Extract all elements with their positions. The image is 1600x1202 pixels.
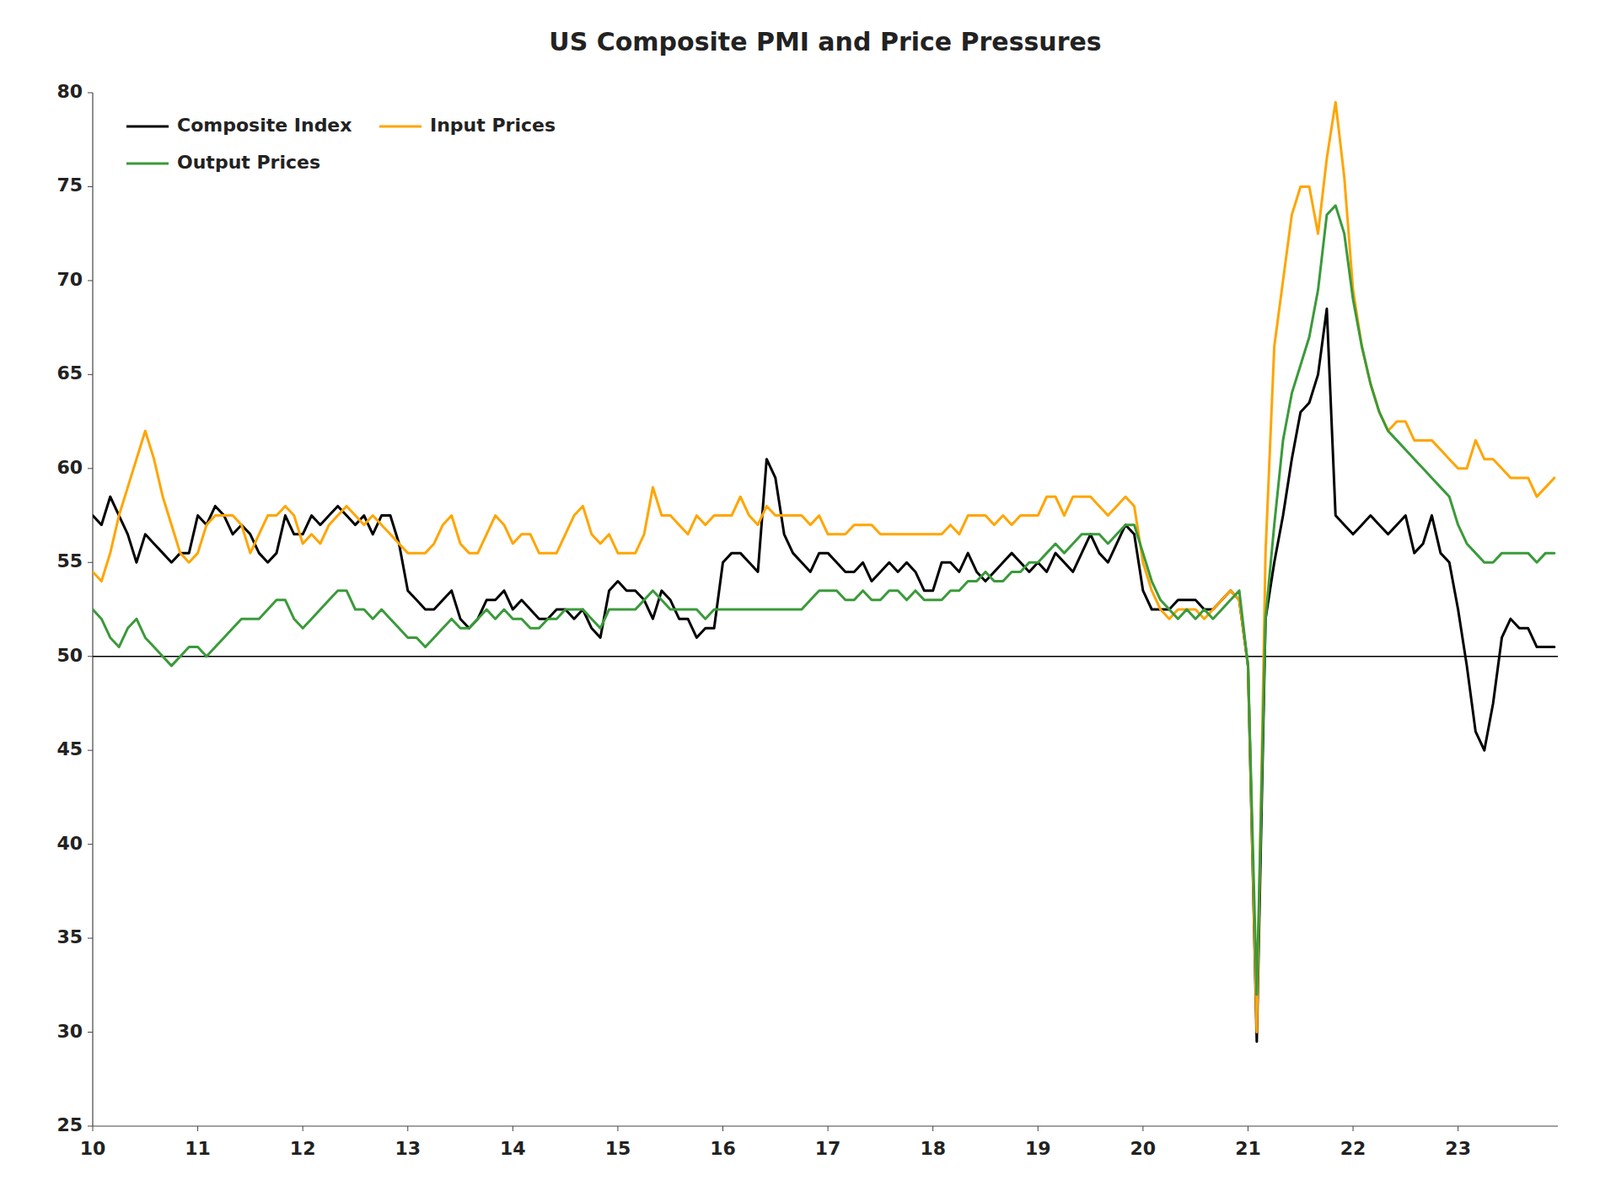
reference-line xyxy=(92,655,1558,658)
legend-swatch xyxy=(126,162,169,166)
x-tick-label: 16 xyxy=(709,1138,736,1160)
y-tick xyxy=(87,655,93,657)
y-tick xyxy=(87,750,93,752)
x-tick-label: 23 xyxy=(1444,1138,1472,1160)
x-tick xyxy=(1457,1126,1459,1132)
x-tick xyxy=(92,1126,94,1132)
plot-area xyxy=(92,102,1558,1042)
x-tick-label: 15 xyxy=(605,1138,632,1160)
y-tick xyxy=(87,467,93,469)
y-tick-label: 75 xyxy=(56,174,83,196)
x-tick xyxy=(302,1126,304,1132)
y-tick xyxy=(87,938,93,940)
legend-label: Input Prices xyxy=(429,114,556,136)
series-line xyxy=(92,205,1555,995)
x-tick xyxy=(1037,1126,1039,1132)
title: US Composite PMI and Price Pressures xyxy=(548,26,1101,57)
x-tick-label: 17 xyxy=(815,1138,842,1160)
x-tick xyxy=(407,1126,409,1132)
x-tick-label: 10 xyxy=(80,1138,107,1160)
x-tick xyxy=(1247,1126,1249,1132)
x-tick xyxy=(197,1126,199,1132)
legend-item: Output Prices xyxy=(126,151,321,173)
y-tick xyxy=(87,1031,93,1033)
x-tick xyxy=(617,1126,618,1132)
x-tick-label: 19 xyxy=(1025,1138,1052,1160)
x-tick xyxy=(722,1126,724,1132)
y-tick-label: 65 xyxy=(56,362,83,384)
y-tick xyxy=(87,843,93,845)
series-line xyxy=(92,102,1555,1032)
x-tick xyxy=(932,1126,934,1132)
y-tick xyxy=(87,562,93,564)
legend-swatch xyxy=(379,125,422,129)
y-tick-label: 30 xyxy=(56,1020,83,1042)
series-line xyxy=(92,308,1555,1042)
axes: 25 30 35 40 45 50 55 60 65 70 75 80 10 11 12 13 14 15 16 17… xyxy=(56,80,1558,1160)
y-tick xyxy=(87,92,93,94)
y-tick-label: 25 xyxy=(56,1114,83,1136)
y-tick-label: 80 xyxy=(56,80,83,103)
y-tick xyxy=(87,186,93,188)
x-tick-label: 11 xyxy=(184,1138,211,1160)
y-tick-label: 60 xyxy=(56,456,83,478)
legend-label: Output Prices xyxy=(177,151,321,173)
y-tick xyxy=(87,1126,93,1128)
x-tick-label: 22 xyxy=(1340,1138,1367,1160)
legend-swatch xyxy=(126,125,169,129)
x-tick-label: 18 xyxy=(919,1138,946,1160)
x-tick-label: 12 xyxy=(289,1138,317,1160)
y-tick-label: 35 xyxy=(56,926,83,948)
y-tick-label: 70 xyxy=(56,268,83,290)
x-tick xyxy=(512,1126,514,1132)
y-tick-label: 45 xyxy=(56,738,83,760)
x-tick-label: 13 xyxy=(394,1138,421,1160)
y-tick-label: 50 xyxy=(56,644,83,666)
x-tick-label: 14 xyxy=(499,1138,527,1160)
legend-item: Composite Index xyxy=(126,114,353,136)
x-axis-line xyxy=(92,1125,1558,1127)
x-tick xyxy=(1353,1126,1354,1132)
y-tick xyxy=(87,374,93,376)
y-tick-label: 55 xyxy=(56,550,83,572)
chart: US Composite PMI and Price Pressures 25 30… xyxy=(0,0,1600,1202)
legend-item: Input Prices xyxy=(379,114,556,136)
legend: Composite Index Input Prices Output Prices xyxy=(126,114,556,173)
legend-label: Composite Index xyxy=(177,114,353,136)
x-tick xyxy=(1142,1126,1144,1132)
y-tick-label: 40 xyxy=(56,832,83,854)
x-tick xyxy=(827,1126,829,1132)
y-tick xyxy=(87,279,93,281)
x-tick-label: 21 xyxy=(1234,1138,1262,1160)
x-tick-label: 20 xyxy=(1130,1138,1157,1160)
